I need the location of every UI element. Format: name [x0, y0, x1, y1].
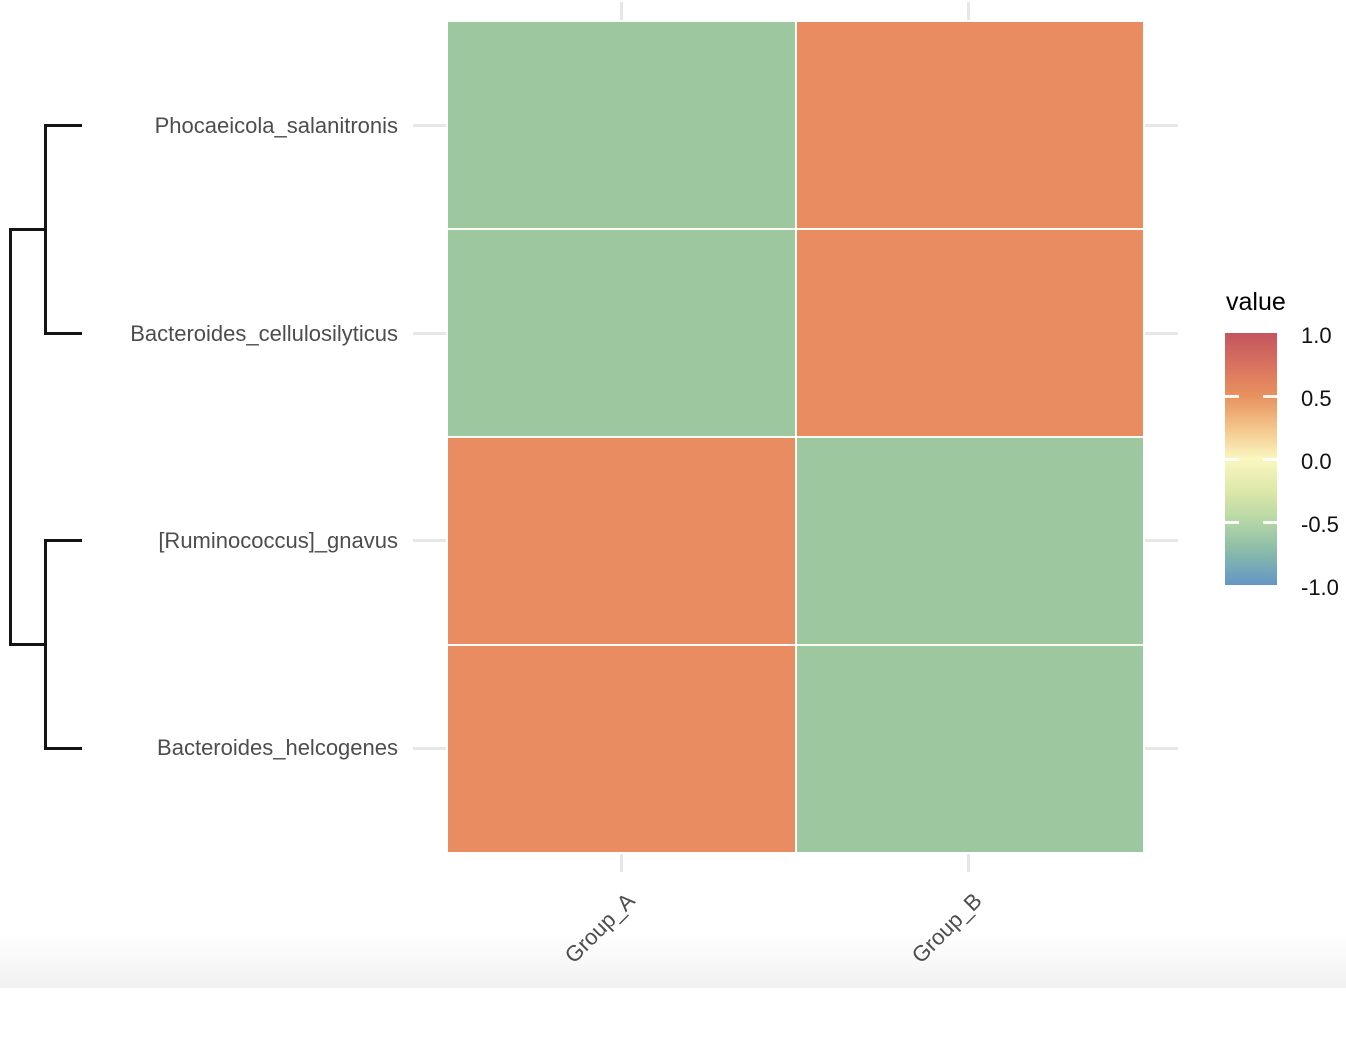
legend-break-mark	[1225, 457, 1239, 461]
dendrogram-segment	[9, 643, 47, 646]
heatmap-cell	[796, 646, 1143, 852]
axis-tick	[413, 539, 446, 542]
col-label-group-b: Group_B	[906, 888, 987, 968]
axis-tick	[620, 2, 623, 20]
axis-tick	[967, 2, 970, 20]
legend-break-mark	[1263, 520, 1277, 524]
legend-title: value	[1226, 288, 1286, 316]
heatmap-cell	[448, 230, 795, 436]
axis-tick	[1145, 747, 1178, 750]
heatmap-cell	[448, 22, 795, 228]
col-label-group-a: Group_A	[559, 888, 640, 968]
legend-tick-label: 0.0	[1301, 449, 1332, 474]
axis-tick	[620, 854, 623, 872]
axis-tick	[1145, 124, 1178, 127]
dendrogram-segment	[44, 539, 82, 542]
legend-break-mark	[1225, 520, 1239, 524]
dendrogram-segment	[44, 747, 82, 750]
heatmap-cell	[448, 646, 795, 852]
row-label: [Ruminococcus]_gnavus	[158, 528, 398, 553]
axis-tick	[1145, 539, 1178, 542]
legend-break-mark	[1263, 457, 1277, 461]
legend-tick-label: -0.5	[1301, 512, 1339, 537]
legend-break-mark	[1263, 394, 1277, 398]
legend-tick-label: 1.0	[1301, 323, 1332, 348]
heatmap-cell	[448, 438, 795, 644]
dendrogram-segment	[44, 332, 82, 335]
legend-tick-label: 0.5	[1301, 386, 1332, 411]
heatmap-cell	[796, 438, 1143, 644]
heatmap-figure: Phocaeicola_salanitronis Bacteroides_cel…	[0, 0, 1346, 988]
legend-break-mark	[1225, 394, 1239, 398]
axis-tick	[413, 747, 446, 750]
row-label: Phocaeicola_salanitronis	[154, 113, 398, 138]
heatmap	[448, 22, 1143, 852]
heatmap-cell	[796, 22, 1143, 228]
heatmap-cell	[796, 230, 1143, 436]
dendrogram-segment	[9, 228, 12, 646]
axis-tick	[413, 332, 446, 335]
axis-tick	[967, 854, 970, 872]
dendrogram-segment	[44, 124, 82, 127]
row-label: Bacteroides_cellulosilyticus	[130, 321, 398, 346]
dendrogram-segment	[9, 228, 47, 231]
axis-tick	[413, 124, 446, 127]
axis-tick	[1145, 332, 1178, 335]
legend-tick-label: -1.0	[1301, 575, 1339, 600]
bottom-shadow	[0, 933, 1346, 988]
row-label: Bacteroides_helcogenes	[157, 735, 398, 760]
